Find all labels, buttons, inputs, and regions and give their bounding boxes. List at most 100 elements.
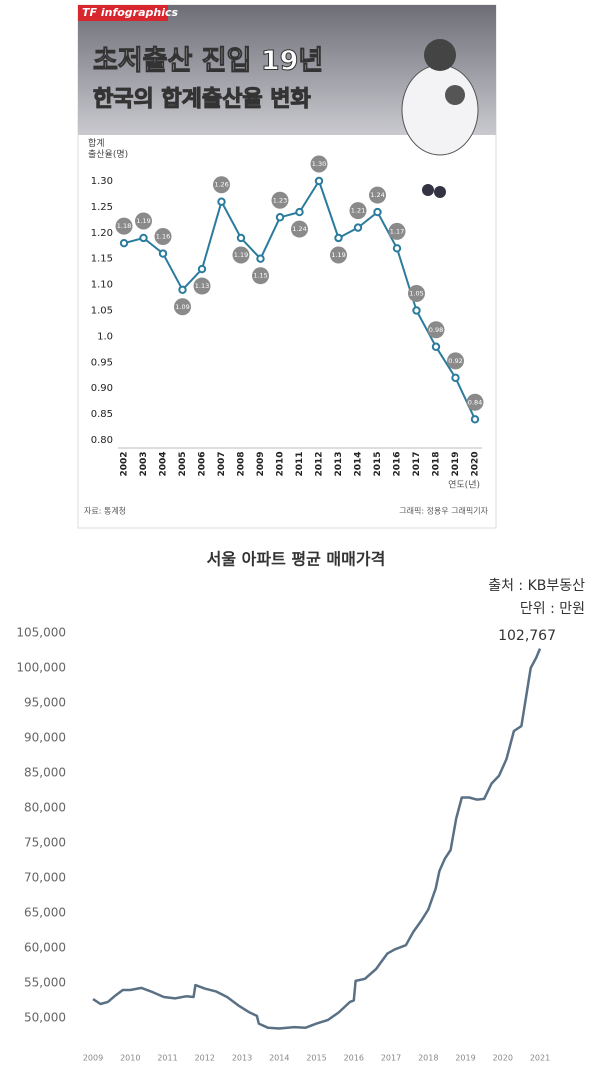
value-label-bg [330, 246, 347, 264]
data-point [236, 233, 246, 243]
value-label: 1.23 [273, 196, 287, 204]
value-label-bg [408, 285, 425, 302]
y-tick-label: 0.95 [91, 357, 113, 368]
data-point [314, 176, 324, 186]
x-tick-label: 2014 [269, 1054, 289, 1063]
value-label-bg [369, 186, 386, 204]
x-tick-label: 2020 [471, 451, 481, 476]
value-label: 1.19 [234, 251, 248, 259]
x-tick-label: 2010 [120, 1054, 140, 1063]
x-tick-label: 2017 [381, 1054, 401, 1063]
credit: 그래픽: 정용우 그래픽기자 [399, 506, 488, 516]
y-tick-label: 1.0 [97, 331, 113, 342]
y-tick-label: 50,000 [24, 1011, 66, 1025]
x-tick-label: 2013 [232, 1054, 252, 1063]
data-point [119, 238, 129, 248]
y-tick-label: 1.20 [91, 228, 113, 239]
data-line [92, 648, 542, 1030]
x-tick-label: 2020 [493, 1054, 513, 1063]
value-label-bg [154, 228, 172, 246]
x-tick-label: 2002 [120, 451, 130, 476]
value-label: 1.13 [195, 282, 209, 290]
x-tick-label: 2018 [418, 1054, 438, 1063]
x-tick-label: 2012 [195, 1054, 215, 1063]
data-point [158, 249, 168, 258]
source: 자료: 통계청 [84, 506, 126, 516]
value-label-bg [291, 220, 308, 238]
value-label-bg [135, 212, 152, 230]
value-label: 1.19 [331, 251, 345, 259]
value-label-bg [213, 176, 230, 194]
value-label-bg [310, 155, 328, 173]
y-tick-label: 95,000 [24, 696, 66, 710]
x-tick-label: 2009 [83, 1054, 103, 1063]
x-tick-label: 2015 [306, 1054, 326, 1063]
data-point [431, 342, 441, 351]
x-tick-label: 2019 [451, 451, 461, 476]
x-tick-label: 2018 [432, 451, 442, 476]
y-tick-label: 0.90 [91, 383, 113, 394]
x-tick-label: 2019 [455, 1054, 475, 1063]
x-tick-label: 2004 [159, 451, 169, 476]
value-label: 1.19 [136, 217, 150, 225]
y-tick-label: 0.85 [91, 409, 113, 420]
subtitle: 한국의 합계출산율 변화 [93, 86, 311, 112]
y-tick-label: 1.15 [91, 254, 113, 265]
x-tick-label: 2008 [237, 451, 247, 476]
value-label-bg [388, 222, 406, 240]
value-label-bg [466, 393, 484, 411]
y-axis-label: 합계 출산율(명) [88, 137, 128, 160]
annotation: 102,767 [498, 628, 556, 644]
x-tick-label: 2012 [315, 451, 325, 476]
value-label: 1.15 [253, 272, 267, 280]
data-point [373, 207, 382, 217]
value-label: 0.98 [429, 326, 443, 334]
x-tick-label: 2010 [276, 451, 286, 476]
value-label: 1.26 [214, 181, 228, 189]
y-tick-label: 100,000 [16, 661, 66, 675]
value-label-bg [115, 217, 133, 235]
value-label: 1.30 [312, 160, 326, 168]
y-tick-label: 60,000 [24, 941, 66, 955]
value-label: 1.24 [370, 191, 384, 199]
y-tick-label: 1.10 [91, 280, 113, 291]
y-tick-label: 70,000 [24, 871, 66, 885]
y-tick-label: 1.25 [91, 202, 113, 213]
y-tick-label: 55,000 [24, 976, 66, 990]
value-label: 1.09 [175, 303, 189, 311]
value-label: 1.21 [351, 207, 365, 215]
y-tick-label: 1.30 [91, 176, 113, 187]
data-point [217, 197, 226, 206]
data-point [256, 254, 265, 263]
x-tick-label: 2011 [157, 1054, 177, 1063]
value-label-bg [252, 267, 269, 285]
data-point [178, 285, 187, 294]
value-label-bg [349, 202, 367, 220]
value-label: 1.18 [117, 222, 131, 230]
x-tick-label: 2016 [393, 451, 403, 476]
y-tick-label: 75,000 [24, 836, 66, 850]
x-tick-label: 2015 [373, 451, 383, 476]
value-label: 1.05 [409, 290, 423, 298]
unit: 단위 : 만원 [520, 601, 585, 617]
x-tick-label: 2021 [530, 1054, 550, 1063]
y-tick-label: 85,000 [24, 766, 66, 780]
data-point [197, 264, 207, 274]
y-tick-label: 105,000 [16, 626, 66, 640]
value-label: 1.24 [292, 225, 306, 233]
data-point [353, 223, 363, 232]
title: 초저출산 진입 19년 [93, 46, 323, 77]
data-point [334, 233, 343, 243]
value-label-bg [271, 191, 289, 209]
value-label-bg [447, 352, 464, 370]
data-point [275, 213, 285, 222]
illustration [401, 39, 479, 198]
value-label-bg [232, 246, 250, 264]
x-tick-label: 2005 [178, 451, 188, 476]
title: 서울 아파트 평균 매매가격 [207, 550, 386, 569]
x-tick-label: 2014 [354, 451, 364, 476]
value-label: 0.92 [448, 357, 462, 365]
value-label: 1.16 [156, 233, 170, 241]
